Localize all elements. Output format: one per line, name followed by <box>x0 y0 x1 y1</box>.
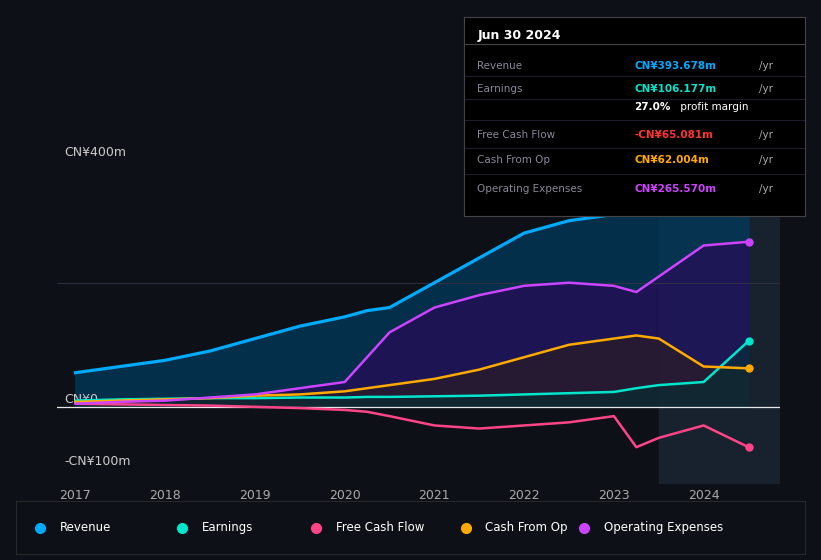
Text: Operating Expenses: Operating Expenses <box>478 184 583 194</box>
Text: CN¥62.004m: CN¥62.004m <box>635 155 709 165</box>
Text: profit margin: profit margin <box>677 102 748 112</box>
Text: 27.0%: 27.0% <box>635 102 671 112</box>
Text: CN¥106.177m: CN¥106.177m <box>635 85 717 95</box>
Text: Jun 30 2024: Jun 30 2024 <box>478 29 561 42</box>
Text: CN¥393.678m: CN¥393.678m <box>635 60 716 71</box>
Text: /yr: /yr <box>759 130 773 140</box>
Text: CN¥265.570m: CN¥265.570m <box>635 184 717 194</box>
Text: Revenue: Revenue <box>60 521 111 534</box>
Bar <box>658 140 821 484</box>
Text: /yr: /yr <box>759 85 773 95</box>
Text: Cash From Op: Cash From Op <box>478 155 551 165</box>
Text: -CN¥65.081m: -CN¥65.081m <box>635 130 713 140</box>
Text: Revenue: Revenue <box>478 60 523 71</box>
Text: /yr: /yr <box>759 60 773 71</box>
Text: CN¥400m: CN¥400m <box>65 146 126 158</box>
Text: -CN¥100m: -CN¥100m <box>65 455 131 468</box>
Text: CN¥0: CN¥0 <box>65 393 99 405</box>
Text: Earnings: Earnings <box>478 85 523 95</box>
Text: Free Cash Flow: Free Cash Flow <box>478 130 556 140</box>
Text: /yr: /yr <box>759 184 773 194</box>
Text: Free Cash Flow: Free Cash Flow <box>336 521 424 534</box>
Text: Earnings: Earnings <box>202 521 253 534</box>
Text: Cash From Op: Cash From Op <box>485 521 568 534</box>
Text: Operating Expenses: Operating Expenses <box>603 521 722 534</box>
Text: /yr: /yr <box>759 155 773 165</box>
